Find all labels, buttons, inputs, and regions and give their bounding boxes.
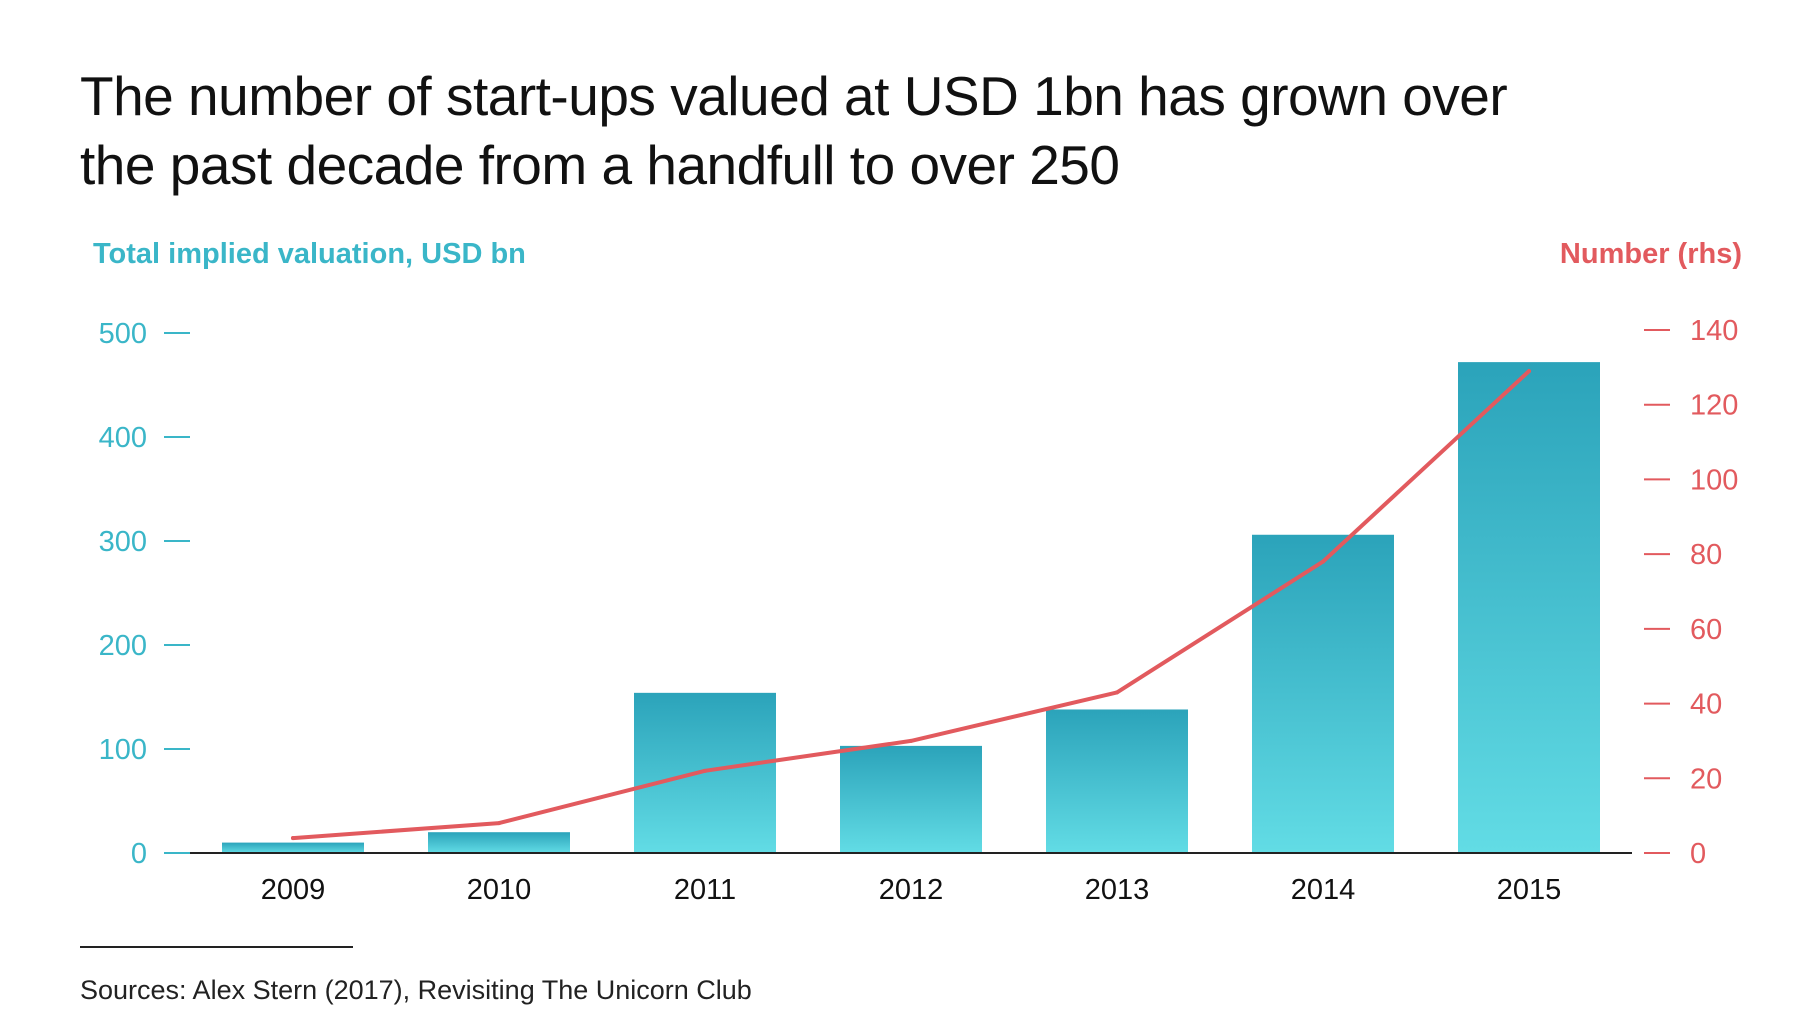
line-point-2009 [291, 836, 295, 841]
right-tick-label: 40 [1690, 689, 1722, 721]
x-tick-label: 2015 [1497, 874, 1562, 906]
left-tick-label: 500 [99, 318, 147, 350]
x-tick-label: 2009 [261, 874, 326, 906]
bar-2013 [1046, 709, 1188, 853]
chart-title: The number of start-ups valued at USD 1b… [80, 62, 1680, 200]
left-tick-label: 0 [131, 838, 147, 870]
x-tick-label: 2010 [467, 874, 532, 906]
chart-title-line-1: The number of start-ups valued at USD 1b… [80, 65, 1508, 127]
chart-title-line-2: the past decade from a handfull to over … [80, 134, 1120, 196]
right-tick-label: 120 [1690, 390, 1738, 422]
left-axis: 0 100 200 300 400 500 [99, 318, 190, 870]
line-point-2015 [1527, 369, 1531, 374]
right-axis: 0 20 40 60 80 100 120 140 [1644, 315, 1738, 870]
bars-layer [222, 362, 1600, 853]
left-tick-label: 200 [99, 630, 147, 662]
x-tick-label: 2011 [674, 874, 736, 906]
bar-2011 [634, 692, 776, 853]
right-tick-label: 80 [1690, 539, 1722, 571]
bar-2012 [840, 745, 982, 853]
bar-2010 [428, 832, 570, 853]
line-point-2013 [1115, 690, 1119, 695]
source-note: Sources: Alex Stern (2017), Revisiting T… [80, 975, 752, 1005]
bar-2014 [1252, 534, 1394, 853]
right-tick-label: 140 [1690, 315, 1738, 347]
line-point-2012 [909, 738, 913, 743]
bar-2009 [222, 842, 364, 853]
line-point-2011 [703, 768, 707, 773]
left-tick-label: 300 [99, 526, 147, 558]
source-divider [80, 946, 353, 948]
x-tick-label: 2012 [879, 874, 944, 906]
x-tick-label: 2014 [1291, 874, 1356, 906]
bar-2015 [1458, 362, 1600, 853]
left-tick-label: 100 [99, 734, 147, 766]
right-axis-title: Number (rhs) [1559, 238, 1742, 270]
x-tick-label: 2013 [1085, 874, 1150, 906]
left-tick-label: 400 [99, 422, 147, 454]
x-axis: 2009 2010 2011 2012 2013 2014 2015 [261, 874, 1562, 906]
left-axis-title: Total implied valuation, USD bn [93, 238, 526, 270]
right-tick-label: 0 [1690, 838, 1706, 870]
right-tick-label: 60 [1690, 614, 1722, 646]
line-layer [291, 369, 1531, 841]
right-tick-label: 20 [1690, 763, 1722, 795]
right-tick-label: 100 [1690, 464, 1738, 496]
line-point-2010 [497, 821, 501, 826]
line-point-2014 [1321, 559, 1325, 564]
